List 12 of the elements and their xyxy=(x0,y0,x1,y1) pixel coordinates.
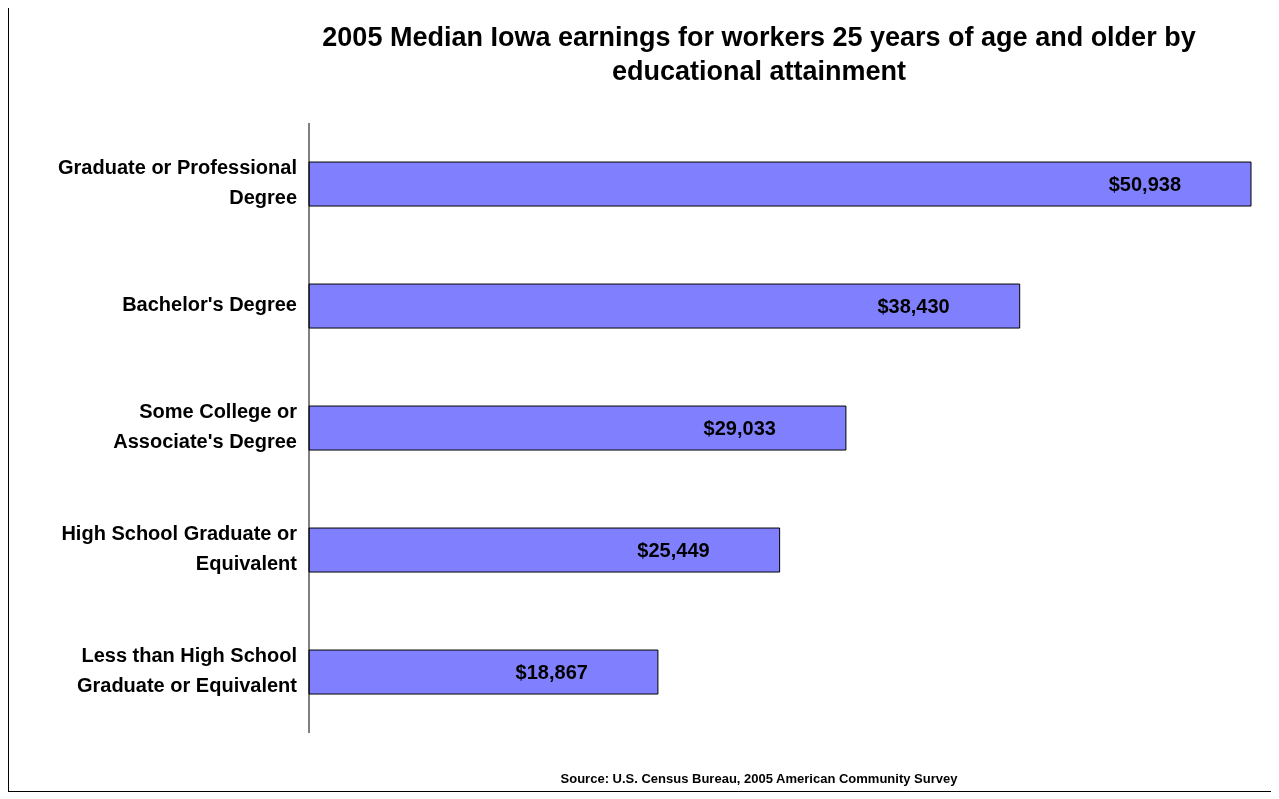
source-note: Source: U.S. Census Bureau, 2005 American Community Survey xyxy=(559,771,959,786)
data-label: $25,449 xyxy=(637,539,710,562)
data-label: $18,867 xyxy=(515,661,588,684)
y-tick-label: High School Graduate or Equivalent xyxy=(61,522,298,575)
y-tick-label: Some College or Associate's Degree xyxy=(113,400,298,453)
data-label: $50,938 xyxy=(1108,173,1181,196)
y-tick-label: Graduate or Professional Degree xyxy=(58,156,297,209)
chart-title: 2005 Median Iowa earnings for workers 25 years of age and older by educational attainment xyxy=(321,21,1197,88)
y-tick-label: Bachelor's Degree xyxy=(122,293,297,316)
y-tick-label: Less than High School Graduate or Equivalent xyxy=(76,644,298,697)
data-label: $29,033 xyxy=(703,417,776,440)
data-label: $38,430 xyxy=(877,295,950,318)
